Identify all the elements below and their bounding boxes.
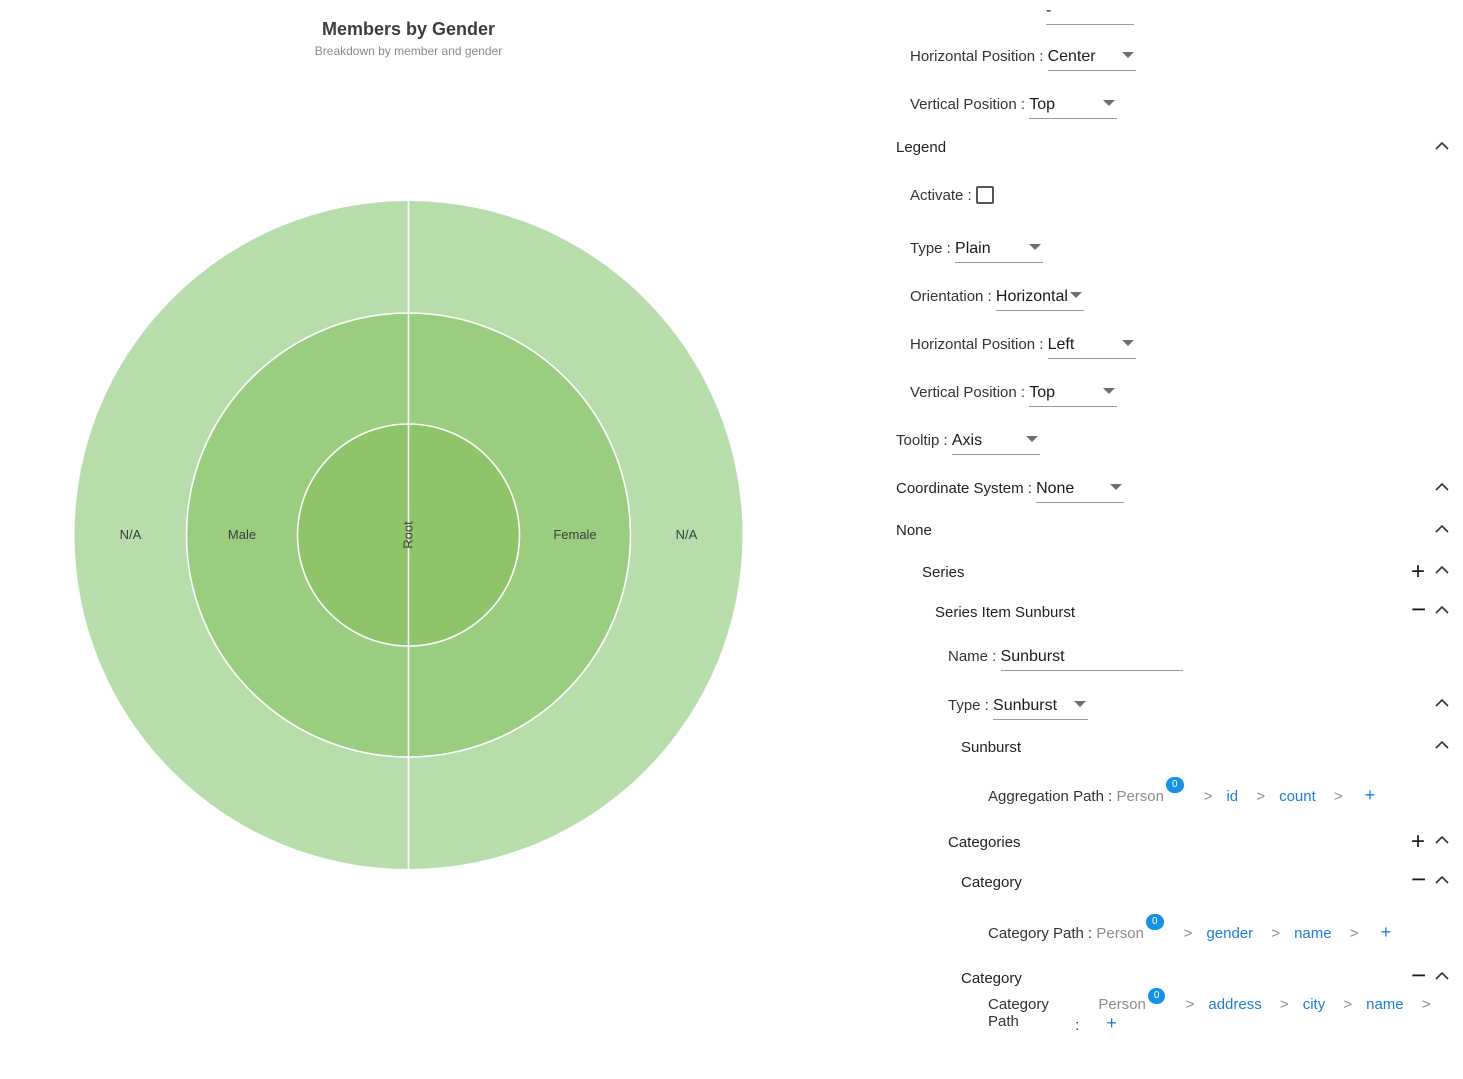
svg-text:Male: Male — [228, 527, 256, 542]
svg-text:Root: Root — [401, 521, 416, 549]
svg-text:N/A: N/A — [676, 527, 698, 542]
svg-text:Female: Female — [553, 527, 596, 542]
svg-text:N/A: N/A — [120, 527, 142, 542]
